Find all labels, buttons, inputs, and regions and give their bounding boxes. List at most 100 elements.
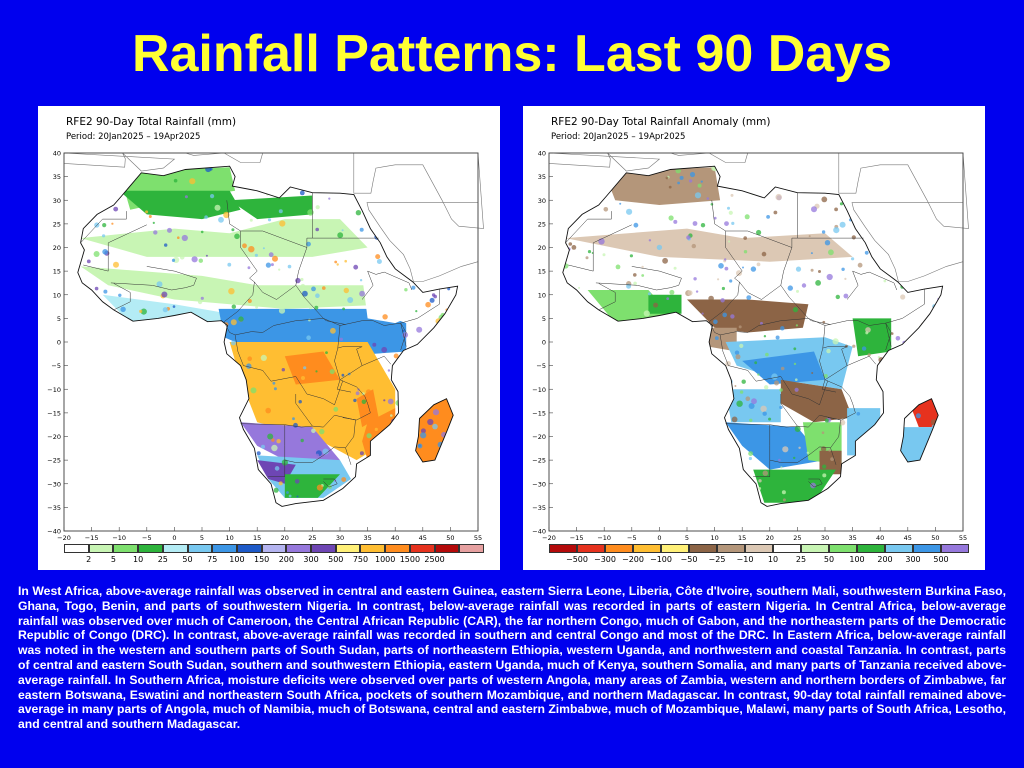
anomaly-texture-dot	[830, 457, 834, 461]
total-legend-label: 25	[157, 555, 168, 564]
anomaly-lon-tick-label: 30	[821, 534, 829, 542]
anomaly-texture-dot	[728, 240, 731, 243]
total-legend-label: 50	[182, 555, 193, 564]
anomaly-legend-swatch	[941, 544, 969, 553]
total-texture-dot	[254, 253, 258, 257]
anomaly-lon-tick-label: −15	[570, 534, 584, 542]
anomaly-legend-label: 25	[795, 555, 807, 564]
total-texture-dot	[139, 309, 143, 313]
anomaly-texture-dot	[833, 227, 840, 234]
total-lon-tick-label: 30	[336, 534, 344, 542]
total-texture-dot	[315, 293, 320, 298]
total-lon-tick-label: 35	[363, 534, 371, 542]
anomaly-legend-label: 50	[823, 555, 835, 564]
total-lat-tick-label: 35	[53, 173, 61, 181]
total-zone	[119, 190, 241, 220]
anomaly-texture-dot	[710, 203, 714, 206]
anomaly-legend-label: −50	[680, 555, 698, 564]
total-texture-dot	[307, 209, 314, 216]
total-lat-tick-label: −20	[47, 433, 61, 441]
total-texture-dot	[420, 428, 426, 434]
total-country-border	[268, 424, 286, 477]
total-lon-tick-label: 15	[253, 534, 261, 542]
total-lat-tick-label: −35	[47, 504, 61, 512]
total-texture-dot	[308, 305, 313, 310]
total-texture-dot	[295, 429, 302, 436]
total-texture-dot	[93, 251, 100, 257]
total-texture-dot	[102, 223, 107, 228]
total-texture-dot	[278, 268, 281, 271]
anomaly-country-border	[885, 289, 925, 347]
anomaly-texture-dot	[714, 336, 719, 340]
anomaly-country-border	[753, 424, 771, 477]
total-texture-dot	[271, 438, 275, 442]
anomaly-texture-dot	[643, 310, 650, 317]
anomaly-europe-outline	[548, 152, 661, 172]
anomaly-coastline	[562, 165, 944, 507]
rainfall-summary-text: In West Africa, above-average rainfall w…	[18, 584, 1006, 732]
anomaly-texture-dot	[915, 413, 921, 419]
total-texture-dot	[341, 229, 344, 232]
total-rainfall-map: 4035302520151050−5−10−15−20−25−30−35−40−…	[47, 150, 484, 542]
anomaly-texture-dot	[865, 327, 871, 333]
total-texture-dot	[238, 316, 244, 322]
anomaly-texture-dot	[890, 332, 894, 335]
total-texture-dot	[311, 286, 316, 292]
anomaly-lon-tick-label: 55	[959, 534, 967, 542]
total-texture-dot	[334, 260, 338, 264]
anomaly-country-border	[808, 478, 823, 488]
anomaly-texture-dot	[821, 196, 828, 203]
anomaly-texture-dot	[656, 244, 663, 251]
total-texture-dot	[276, 439, 281, 444]
total-texture-dot	[181, 234, 188, 242]
total-texture-dot	[184, 195, 188, 199]
total-country-border	[312, 192, 379, 239]
total-lat-tick-label: 25	[53, 220, 61, 228]
total-texture-dot	[278, 307, 286, 314]
anomaly-texture-dot	[900, 294, 906, 300]
total-texture-dot	[347, 297, 354, 303]
anomaly-legend-swatch	[689, 544, 717, 553]
anomaly-texture-dot	[795, 378, 798, 382]
total-texture-dot	[111, 222, 114, 225]
total-legend-label: 150	[254, 555, 270, 564]
anomaly-texture-dot	[780, 326, 785, 331]
total-country-border	[234, 334, 244, 366]
total-texture-dot	[333, 406, 339, 412]
total-legend-label: 500	[328, 555, 344, 564]
anomaly-texture-dot	[602, 253, 606, 257]
total-texture-dot	[293, 422, 298, 428]
total-europe-outline	[63, 152, 176, 172]
total-texture-dot	[361, 399, 367, 405]
total-texture-dot	[274, 466, 280, 471]
total-country-border	[80, 211, 127, 243]
total-country-border	[336, 365, 363, 393]
total-legend-swatch	[286, 544, 312, 553]
anomaly-legend-label: −200	[622, 555, 644, 564]
anomaly-texture-dot	[730, 193, 734, 197]
total-texture-dot	[262, 247, 265, 250]
total-texture-dot	[294, 479, 300, 484]
anomaly-texture-dot	[729, 279, 733, 283]
anomaly-texture-dot	[731, 221, 735, 225]
anomaly-lat-tick-label: −35	[532, 504, 546, 512]
anomaly-texture-dot	[673, 266, 677, 270]
total-country-border	[337, 325, 391, 366]
total-lat-tick-label: 30	[53, 197, 61, 205]
total-texture-dot	[353, 264, 359, 270]
anomaly-texture-dot	[746, 245, 750, 249]
total-texture-dot	[167, 227, 172, 233]
total-lon-tick-label: 20	[281, 534, 289, 542]
anomaly-lon-tick-label: −10	[597, 534, 611, 542]
total-texture-dot	[411, 285, 416, 290]
anomaly-texture-dot	[619, 202, 622, 205]
total-texture-dot	[372, 342, 377, 347]
anomaly-texture-dot	[856, 412, 861, 416]
anomaly-texture-dot	[724, 258, 727, 261]
total-texture-dot	[322, 286, 326, 290]
anomaly-zone	[687, 299, 809, 333]
anomaly-texture-dot	[795, 266, 802, 272]
anomaly-texture-dot	[763, 335, 767, 338]
anomaly-texture-dot	[792, 307, 799, 313]
anomaly-texture-dot	[839, 221, 846, 228]
